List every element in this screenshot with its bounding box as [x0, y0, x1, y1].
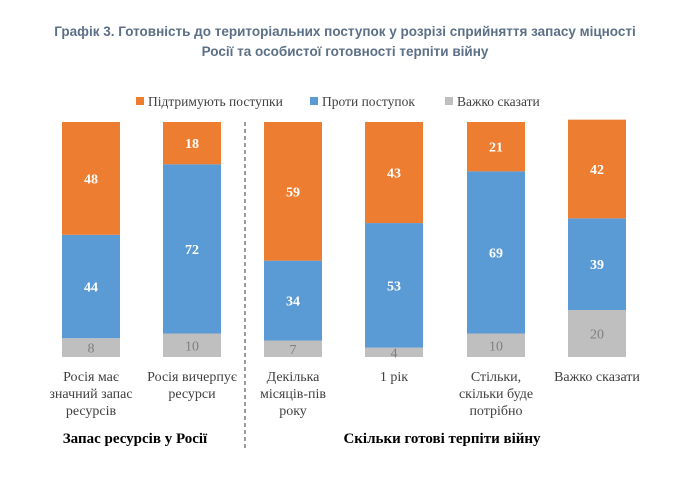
category-label: Стільки,	[471, 370, 521, 385]
category-label: Важко сказати	[554, 370, 640, 385]
bar-segment	[365, 347, 423, 357]
category-label: значний запас	[49, 387, 132, 402]
category-label: потрібно	[469, 404, 522, 419]
bar-segment	[264, 260, 322, 341]
category-label: ресурсів	[66, 404, 117, 419]
bar-segment	[62, 122, 120, 235]
data-label: 10	[489, 339, 503, 354]
bar-segment	[467, 171, 525, 334]
data-label: 18	[185, 137, 199, 152]
bar-segment	[62, 338, 120, 357]
bar-segment	[467, 122, 525, 172]
data-label: 43	[387, 167, 401, 182]
bar-segment	[467, 333, 525, 357]
data-label: 69	[489, 246, 503, 261]
data-label: 8	[88, 342, 95, 357]
bar-segment	[568, 119, 626, 219]
chart-title-line-2: Росії та особистої готовності терпіти ві…	[201, 44, 489, 59]
data-label: 4	[391, 346, 398, 361]
legend-swatch	[445, 97, 453, 105]
legend-label: Проти поступок	[322, 94, 415, 109]
bar-segment	[163, 122, 221, 165]
category-label: скільки буде	[459, 387, 533, 402]
legend-label: Підтримують поступки	[148, 94, 283, 109]
data-label: 53	[387, 279, 401, 294]
data-label: 20	[590, 328, 604, 343]
category-label: року	[279, 404, 307, 419]
bar-segment	[264, 122, 322, 261]
bar-segment	[62, 234, 120, 339]
data-label: 59	[286, 185, 300, 200]
data-label: 39	[590, 258, 604, 273]
category-label: 1 рік	[380, 370, 408, 385]
group-label: Скільки готові терпіти війну	[343, 431, 541, 447]
category-label: місяців-пів	[260, 387, 326, 402]
category-label: Росія вичерпує	[147, 370, 237, 385]
bar-segment	[568, 310, 626, 357]
data-label: 42	[590, 163, 604, 178]
data-label: 21	[489, 141, 503, 156]
legend-swatch	[136, 97, 144, 105]
bar-segment	[568, 218, 626, 310]
data-label: 48	[84, 172, 98, 187]
legend-label: Важко сказати	[457, 94, 540, 109]
bar-segment	[163, 164, 221, 334]
category-label: ресурси	[168, 387, 216, 402]
data-label: 44	[84, 281, 98, 296]
data-label: 7	[290, 343, 297, 358]
bar-segment	[365, 122, 423, 224]
chart-title: Графік 3. Готовність до територіальних п…	[0, 22, 690, 62]
bar-segment	[264, 340, 322, 357]
category-label: Росія має	[63, 370, 119, 385]
bar-segment	[163, 333, 221, 357]
bar-segment	[365, 223, 423, 348]
group-label: Запас ресурсів у Росії	[63, 431, 208, 447]
data-label: 72	[185, 243, 199, 258]
data-label: 10	[185, 339, 199, 354]
category-label: Декілька	[267, 370, 321, 385]
chart-title-line-1: Графік 3. Готовність до територіальних п…	[54, 24, 636, 39]
data-label: 34	[286, 295, 300, 310]
legend-swatch	[310, 97, 318, 105]
